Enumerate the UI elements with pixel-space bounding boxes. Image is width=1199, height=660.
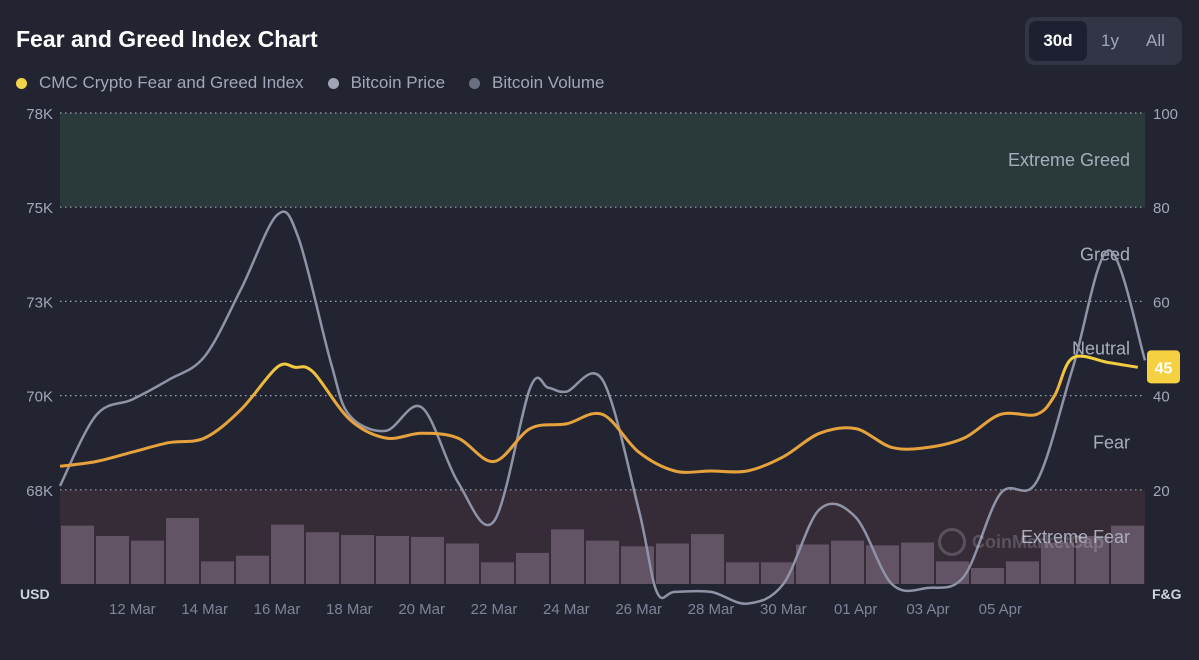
- x-tick: 16 Mar: [254, 601, 301, 618]
- legend-fear-greed[interactable]: CMC Crypto Fear and Greed Index: [16, 73, 304, 93]
- legend-label-bitcoin-volume: Bitcoin Volume: [492, 73, 605, 92]
- x-tick: 26 Mar: [615, 601, 662, 618]
- zone-label: Neutral: [1072, 339, 1130, 359]
- volume-bar: [866, 545, 899, 584]
- volume-bar: [971, 567, 1004, 584]
- volume-bar: [306, 532, 339, 584]
- zone-label: Extreme Fear: [1021, 527, 1130, 547]
- legend-dot-bitcoin-volume: [469, 77, 481, 89]
- legend-dot-bitcoin-price: [327, 77, 339, 89]
- volume-bar: [376, 535, 409, 584]
- volume-bar: [551, 529, 584, 584]
- x-tick: 03 Apr: [906, 601, 949, 618]
- legend-bitcoin-price[interactable]: Bitcoin Price: [327, 73, 446, 93]
- zone-label: Extreme Greed: [1008, 150, 1130, 170]
- y-tick-left: 78K: [26, 106, 53, 123]
- x-tick: 18 Mar: [326, 601, 373, 618]
- legend-bitcoin-volume[interactable]: Bitcoin Volume: [469, 73, 605, 93]
- volume-bar: [411, 536, 444, 584]
- watermark: CoinMarketCap: [938, 528, 1104, 556]
- y-axis-label-left: USD: [20, 586, 50, 602]
- y-axis-label-right: F&G: [1152, 586, 1182, 602]
- x-tick: 20 Mar: [398, 601, 445, 618]
- watermark-text: CoinMarketCap: [972, 531, 1105, 552]
- volume-bar: [831, 540, 864, 584]
- volume-bar: [1041, 542, 1074, 584]
- volume-bar: [901, 542, 934, 584]
- y-tick-right: 100: [1153, 106, 1178, 123]
- y-tick-left: 75K: [26, 200, 53, 217]
- volume-bar: [271, 524, 304, 584]
- volume-bar: [1076, 535, 1109, 584]
- volume-bar: [446, 543, 479, 584]
- fear-greed-line: [59, 354, 1139, 474]
- y-tick-left: 68K: [26, 483, 53, 500]
- page-title: Fear and Greed Index Chart: [16, 26, 318, 52]
- y-tick-right: 60: [1153, 294, 1170, 311]
- extreme-greed-zone: [60, 113, 1145, 208]
- volume-bar: [691, 534, 724, 584]
- volume-bar: [131, 540, 164, 584]
- x-tick: 01 Apr: [834, 601, 877, 618]
- zone-label: Fear: [1093, 433, 1130, 453]
- volume-bar: [586, 540, 619, 584]
- bitcoin-price-line: [58, 210, 1147, 605]
- volume-bar: [656, 543, 689, 584]
- x-tick: 24 Mar: [543, 601, 590, 618]
- x-tick: 12 Mar: [109, 601, 156, 618]
- legend-label-bitcoin-price: Bitcoin Price: [350, 73, 446, 92]
- legend-label-fear-greed: CMC Crypto Fear and Greed Index: [39, 73, 304, 92]
- volume-bar: [516, 552, 549, 584]
- volume-bar: [236, 555, 269, 584]
- y-tick-right: 80: [1153, 200, 1170, 217]
- legend-dot-fear-greed: [16, 77, 27, 89]
- x-tick: 05 Apr: [979, 601, 1022, 618]
- volume-bar: [61, 525, 94, 584]
- volume-bar: [481, 562, 514, 584]
- latest-value-badge: [1147, 350, 1180, 384]
- volume-bar: [796, 544, 829, 584]
- x-tick: 28 Mar: [688, 601, 735, 618]
- time-range-selector: 30d 1y All: [1025, 17, 1182, 65]
- volume-bar: [166, 518, 199, 584]
- range-all-button[interactable]: All: [1146, 31, 1165, 50]
- volume-bar: [1111, 525, 1144, 584]
- y-tick-right: 40: [1153, 389, 1170, 406]
- latest-value-label: 45: [1155, 360, 1173, 377]
- x-tick: 14 Mar: [181, 601, 228, 618]
- range-1y-button[interactable]: 1y: [1101, 31, 1119, 50]
- x-tick: 22 Mar: [471, 601, 518, 618]
- coinmarketcap-logo-icon: [938, 528, 966, 556]
- y-tick-left: 73K: [26, 294, 53, 311]
- volume-bar: [726, 562, 759, 584]
- volume-bar: [341, 535, 374, 584]
- volume-bar: [96, 535, 129, 584]
- range-30d-button[interactable]: 30d: [1029, 21, 1087, 61]
- x-tick: 30 Mar: [760, 601, 807, 618]
- volume-bar: [201, 561, 234, 584]
- y-tick-left: 70K: [26, 389, 53, 406]
- y-tick-right: 20: [1153, 483, 1170, 500]
- chart-legend: CMC Crypto Fear and Greed Index Bitcoin …: [16, 73, 629, 93]
- volume-bar: [936, 561, 969, 584]
- volume-bar: [1006, 561, 1039, 584]
